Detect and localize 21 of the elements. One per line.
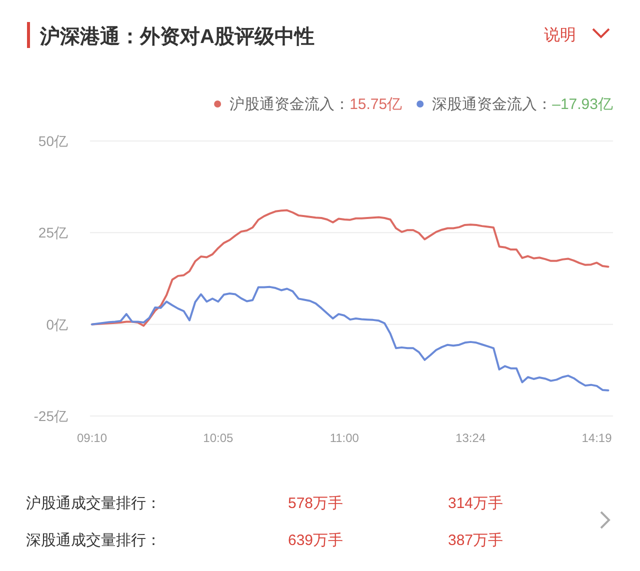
y-tick-label: -25亿 bbox=[34, 408, 68, 424]
x-tick-label: 14:19 bbox=[582, 431, 612, 445]
legend-label: 沪股通资金流入： bbox=[230, 96, 350, 113]
text: 314万手 bbox=[448, 495, 504, 512]
y-tick-label: 0亿 bbox=[46, 316, 68, 332]
legend-label: 深股通资金流入： bbox=[432, 96, 552, 113]
chart-title: 沪深港通：外资对A股评级中性 bbox=[39, 25, 314, 48]
x-tick-label: 10:05 bbox=[203, 431, 234, 445]
text: 说明 bbox=[544, 26, 576, 44]
text: 沪股通成交量排行： bbox=[26, 495, 161, 512]
text: 15.75亿 bbox=[350, 96, 402, 113]
text: 639万手 bbox=[288, 532, 344, 549]
y-tick-label: 25亿 bbox=[38, 224, 68, 241]
x-tick-label: 13:24 bbox=[456, 431, 486, 445]
x-tick-label: 09:10 bbox=[76, 431, 108, 445]
text: –17.93亿 bbox=[552, 96, 613, 113]
y-tick-label: 50亿 bbox=[38, 133, 68, 149]
text: 深股通成交量排行： bbox=[26, 532, 161, 549]
text: 578万手 bbox=[288, 495, 344, 512]
text: 387万手 bbox=[448, 532, 504, 549]
x-tick-label: 11:00 bbox=[330, 431, 360, 445]
